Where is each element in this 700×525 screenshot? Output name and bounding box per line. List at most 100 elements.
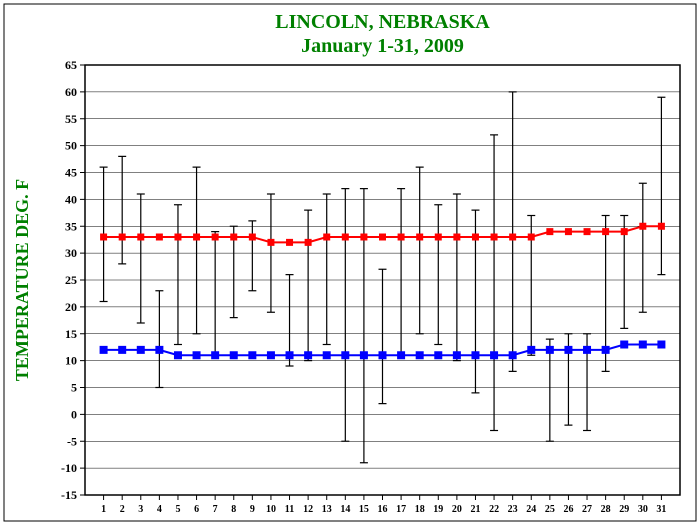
x-tick-label: 9 bbox=[250, 504, 255, 515]
high-series-marker bbox=[305, 239, 311, 245]
chart-title-1: LINCOLN, NEBRASKA bbox=[275, 11, 490, 33]
low-series-marker bbox=[602, 346, 609, 353]
low-series-marker bbox=[435, 352, 442, 359]
y-axis-label: TEMPERATURE DEG. F bbox=[12, 179, 32, 381]
low-series-marker bbox=[546, 346, 553, 353]
low-series-marker bbox=[137, 346, 144, 353]
low-series-marker bbox=[267, 352, 274, 359]
low-series-marker bbox=[323, 352, 330, 359]
low-series-marker bbox=[286, 352, 293, 359]
low-series-marker bbox=[658, 341, 665, 348]
high-series-marker bbox=[380, 234, 386, 240]
high-series-marker bbox=[175, 234, 181, 240]
temperature-chart: LINCOLN, NEBRASKAJanuary 1-31, 2009 TEMPE… bbox=[0, 0, 700, 525]
y-tick-label: 5 bbox=[71, 381, 77, 395]
high-series-marker bbox=[231, 234, 237, 240]
x-tick-label: 29 bbox=[619, 504, 629, 515]
y-tick-label: 55 bbox=[65, 112, 77, 126]
high-series-marker bbox=[212, 234, 218, 240]
high-series-marker bbox=[528, 234, 534, 240]
y-tick-label: 50 bbox=[65, 139, 77, 153]
high-series-marker bbox=[268, 239, 274, 245]
low-series-marker bbox=[212, 352, 219, 359]
x-tick-label: 23 bbox=[508, 504, 518, 515]
high-series-marker bbox=[454, 234, 460, 240]
y-tick-label: -10 bbox=[61, 461, 77, 475]
x-tick-label: 16 bbox=[378, 504, 388, 515]
high-series-marker bbox=[287, 239, 293, 245]
high-series-marker bbox=[491, 234, 497, 240]
x-tick-label: 30 bbox=[638, 504, 648, 515]
high-series-marker bbox=[342, 234, 348, 240]
high-series-marker bbox=[249, 234, 255, 240]
high-series-marker bbox=[101, 234, 107, 240]
y-tick-label: 20 bbox=[65, 300, 77, 314]
y-tick-label: -15 bbox=[61, 488, 77, 502]
x-tick-label: 18 bbox=[415, 504, 425, 515]
low-series-marker bbox=[639, 341, 646, 348]
low-series-marker bbox=[472, 352, 479, 359]
x-tick-label: 15 bbox=[359, 504, 369, 515]
low-series-marker bbox=[584, 346, 591, 353]
high-series-marker bbox=[435, 234, 441, 240]
low-series-marker bbox=[398, 352, 405, 359]
high-series-marker bbox=[324, 234, 330, 240]
x-tick-label: 8 bbox=[231, 504, 236, 515]
x-tick-label: 21 bbox=[470, 504, 480, 515]
chart-title-2: January 1-31, 2009 bbox=[301, 35, 464, 57]
high-series-marker bbox=[194, 234, 200, 240]
x-tick-label: 20 bbox=[452, 504, 462, 515]
x-tick-label: 25 bbox=[545, 504, 555, 515]
high-series-marker bbox=[565, 229, 571, 235]
high-series-marker bbox=[584, 229, 590, 235]
x-tick-label: 7 bbox=[213, 504, 218, 515]
x-tick-label: 28 bbox=[601, 504, 611, 515]
x-tick-label: 24 bbox=[526, 504, 536, 515]
high-series-marker bbox=[119, 234, 125, 240]
y-tick-label: 15 bbox=[65, 327, 77, 341]
low-series-marker bbox=[416, 352, 423, 359]
low-series-marker bbox=[621, 341, 628, 348]
x-tick-label: 17 bbox=[396, 504, 406, 515]
low-series-marker bbox=[342, 352, 349, 359]
low-series-marker bbox=[453, 352, 460, 359]
low-series-marker bbox=[528, 346, 535, 353]
x-tick-label: 5 bbox=[175, 504, 180, 515]
y-tick-label: 40 bbox=[65, 192, 77, 206]
y-tick-label: 45 bbox=[65, 166, 77, 180]
low-series-marker bbox=[119, 346, 126, 353]
low-series-marker bbox=[379, 352, 386, 359]
low-series-marker bbox=[491, 352, 498, 359]
high-series-marker bbox=[621, 229, 627, 235]
x-tick-label: 26 bbox=[563, 504, 573, 515]
high-series-marker bbox=[156, 234, 162, 240]
low-series-marker bbox=[509, 352, 516, 359]
x-tick-label: 12 bbox=[303, 504, 313, 515]
x-tick-label: 1 bbox=[101, 504, 106, 515]
high-series-marker bbox=[510, 234, 516, 240]
y-tick-label: 30 bbox=[65, 246, 77, 260]
low-series-marker bbox=[174, 352, 181, 359]
high-series-marker bbox=[640, 223, 646, 229]
x-tick-label: 11 bbox=[285, 504, 294, 515]
high-series-marker bbox=[398, 234, 404, 240]
high-series-marker bbox=[658, 223, 664, 229]
high-series-marker bbox=[547, 229, 553, 235]
x-tick-label: 3 bbox=[138, 504, 143, 515]
low-series-marker bbox=[565, 346, 572, 353]
x-tick-label: 14 bbox=[340, 504, 350, 515]
high-series-marker bbox=[138, 234, 144, 240]
x-tick-label: 6 bbox=[194, 504, 199, 515]
x-tick-label: 22 bbox=[489, 504, 499, 515]
x-tick-label: 27 bbox=[582, 504, 592, 515]
low-series-marker bbox=[249, 352, 256, 359]
y-tick-label: 10 bbox=[65, 354, 77, 368]
x-tick-label: 19 bbox=[433, 504, 443, 515]
low-series-marker bbox=[305, 352, 312, 359]
low-series-marker bbox=[193, 352, 200, 359]
x-tick-label: 31 bbox=[656, 504, 666, 515]
high-series-marker bbox=[472, 234, 478, 240]
high-series-marker bbox=[603, 229, 609, 235]
y-tick-label: 60 bbox=[65, 85, 77, 99]
y-tick-label: 0 bbox=[71, 407, 77, 421]
